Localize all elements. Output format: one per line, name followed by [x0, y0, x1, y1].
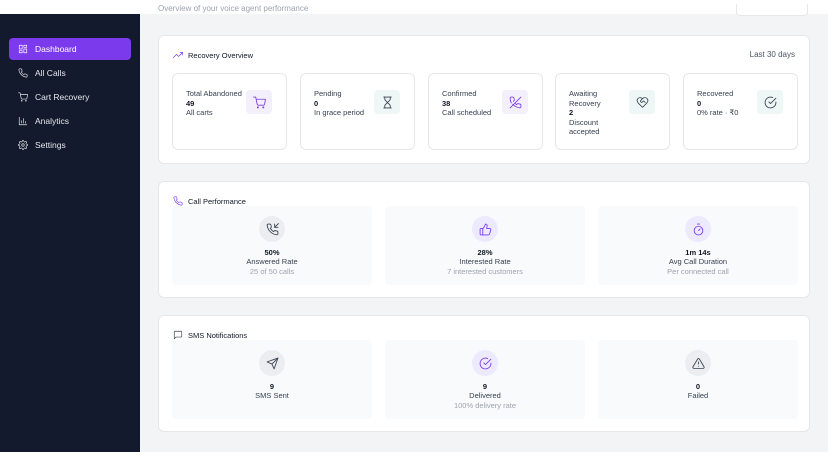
- phone-incoming-icon: [266, 223, 279, 236]
- sidebar-item-label: Dashboard: [35, 44, 77, 54]
- sidebar-item-dashboard[interactable]: Dashboard: [9, 38, 131, 60]
- stat-awaiting-recovery: Awaiting Recovery 2 Discount accepted: [555, 73, 670, 150]
- main-content: Recovery Overview Last 30 days Total Aba…: [140, 14, 828, 452]
- sidebar-item-cart-recovery[interactable]: Cart Recovery: [9, 86, 131, 108]
- sms-notifications-card: SMS Notifications 9 SMS Sent 9 Delivered…: [158, 315, 810, 432]
- recovery-overview-title: Recovery Overview: [173, 50, 253, 60]
- phone-icon: [18, 68, 28, 78]
- tile-failed: 0 Failed: [598, 340, 798, 419]
- sidebar-item-label: Settings: [35, 140, 66, 150]
- hourglass-icon: [381, 96, 394, 109]
- top-header: Overview of your voice agent performance: [0, 0, 828, 14]
- recovery-overview-card: Recovery Overview Last 30 days Total Aba…: [158, 35, 810, 164]
- bottom-edge: [0, 452, 828, 466]
- trending-up-icon: [173, 50, 183, 60]
- thumbs-up-icon: [479, 223, 492, 236]
- tile-sms-sent: 9 SMS Sent: [172, 340, 372, 419]
- check-circle-icon: [764, 96, 777, 109]
- sidebar-item-label: All Calls: [35, 68, 66, 78]
- message-square-icon: [173, 330, 183, 340]
- send-icon: [266, 357, 279, 370]
- sms-notifications-title: SMS Notifications: [173, 330, 247, 340]
- tile-interested-rate: 28% Interested Rate 7 interested custome…: [385, 206, 585, 285]
- cart-icon: [253, 96, 266, 109]
- page-subtitle: Overview of your voice agent performance: [158, 4, 308, 13]
- heart-handshake-icon: [636, 96, 649, 109]
- sidebar-nav: Dashboard All Calls Cart Recovery Analyt…: [9, 38, 131, 158]
- check-circle-icon: [479, 357, 492, 370]
- sidebar: Dashboard All Calls Cart Recovery Analyt…: [0, 14, 140, 452]
- sidebar-item-label: Analytics: [35, 116, 69, 126]
- call-performance-title: Call Performance: [173, 196, 246, 206]
- stat-recovered: Recovered 0 0% rate · ₹0: [683, 73, 798, 150]
- gear-icon: [18, 140, 28, 150]
- sidebar-item-analytics[interactable]: Analytics: [9, 110, 131, 132]
- tile-delivered: 9 Delivered 100% delivery rate: [385, 340, 585, 419]
- tile-answered-rate: 50% Answered Rate 25 of 50 calls: [172, 206, 372, 285]
- stat-confirmed: Confirmed 38 Call scheduled: [428, 73, 543, 150]
- tile-avg-call-duration: 1m 14s Avg Call Duration Per connected c…: [598, 206, 798, 285]
- stat-total-abandoned: Total Abandoned 49 All carts: [172, 73, 287, 150]
- bar-chart-icon: [18, 116, 28, 126]
- phone-icon: [173, 196, 183, 206]
- phone-off-icon: [509, 96, 522, 109]
- cart-icon: [18, 92, 28, 102]
- stat-pending: Pending 0 In grace period: [300, 73, 415, 150]
- alert-triangle-icon: [692, 357, 705, 370]
- sidebar-item-label: Cart Recovery: [35, 92, 89, 102]
- call-performance-card: Call Performance 50% Answered Rate 25 of…: [158, 181, 810, 298]
- period-label: Last 30 days: [750, 50, 795, 59]
- sidebar-item-all-calls[interactable]: All Calls: [9, 62, 131, 84]
- sidebar-item-settings[interactable]: Settings: [9, 134, 131, 156]
- dashboard-icon: [18, 44, 28, 54]
- stopwatch-icon: [692, 223, 705, 236]
